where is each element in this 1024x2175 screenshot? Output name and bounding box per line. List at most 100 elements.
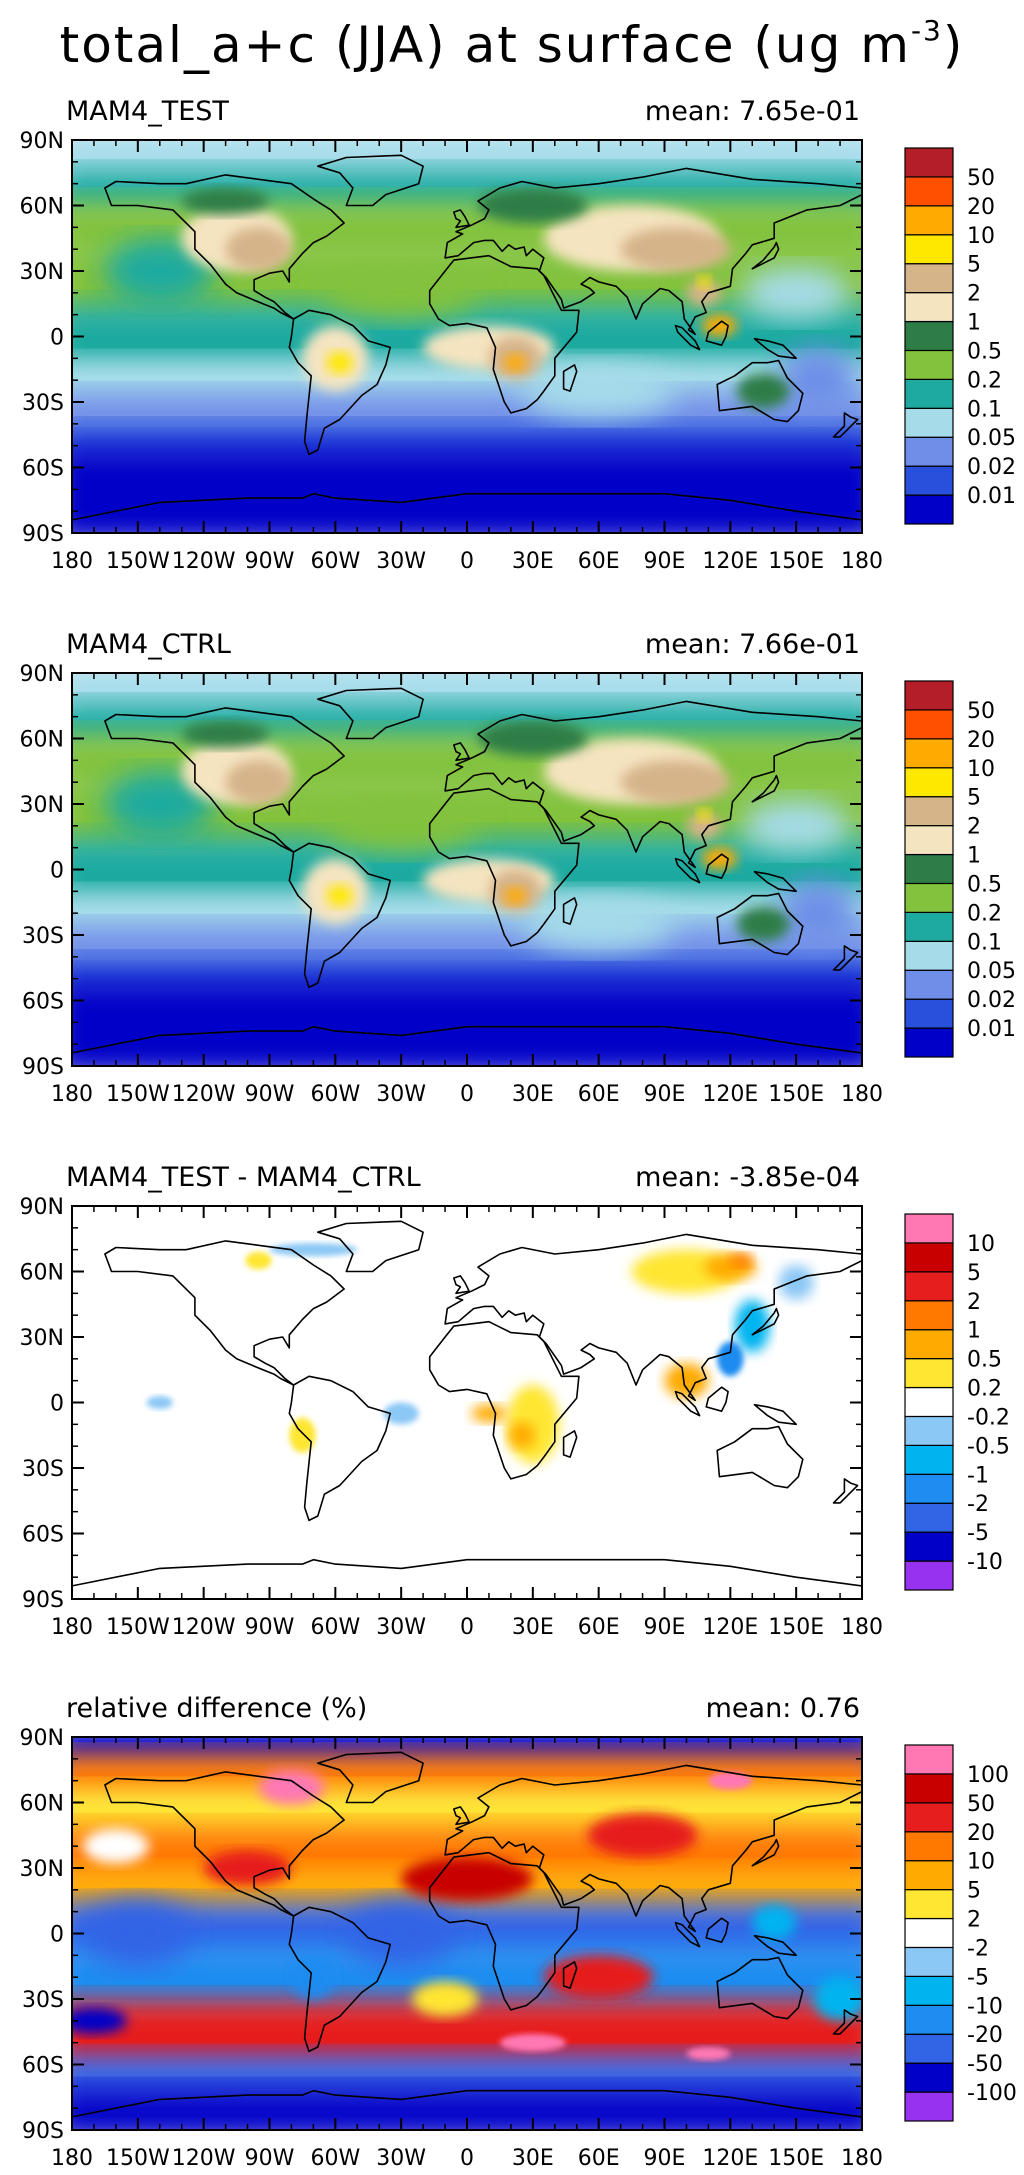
coastline-australia	[716, 359, 804, 423]
field-patch	[664, 1363, 709, 1399]
colorbar-swatch	[904, 1946, 954, 1977]
coastline-newguinea	[753, 337, 797, 360]
coastline-eurasia	[444, 1233, 862, 1402]
field-patch	[620, 760, 731, 805]
panel-rel: relative difference (%) mean: 0.76 90N 60N 3…	[20, 1693, 1017, 2171]
colorbar-swatch	[904, 2033, 954, 2064]
coastline-australia	[716, 1956, 804, 2020]
colorbar-swatch	[904, 1802, 954, 1833]
lat-label: 90N	[20, 662, 64, 687]
colorbar-swatch	[904, 378, 954, 409]
field-patch	[477, 188, 588, 223]
colorbar-swatch	[904, 1329, 954, 1360]
coastline-namerica	[104, 1771, 345, 1917]
colorbar-swatch	[904, 825, 954, 856]
coastline-sumatra	[674, 857, 701, 884]
lon-label: 90E	[644, 1615, 686, 1640]
colorbar-swatch	[904, 1271, 954, 1302]
lat-label: 0	[50, 326, 64, 351]
colorbar-label: 2	[967, 815, 981, 840]
field-patch	[269, 1243, 358, 1257]
field-patch	[752, 1905, 797, 1941]
field-band	[72, 1206, 862, 1599]
coastline-borneo	[705, 1917, 729, 1943]
colorbar-swatch	[904, 767, 954, 798]
colorbar-label: 0.05	[967, 959, 1016, 984]
map-field	[72, 1737, 862, 2130]
lat-label: 60S	[22, 457, 64, 482]
colorbar-label: 10	[967, 757, 995, 782]
lon-label: 60W	[310, 549, 360, 574]
field-patch	[778, 880, 858, 946]
lon-label: 150W	[106, 549, 170, 574]
colorbar-swatch	[904, 853, 954, 885]
colorbar-label: -10	[967, 1994, 1003, 2019]
lat-label: 30N	[20, 1326, 64, 1351]
colorbar-label: 0.01	[967, 484, 1016, 509]
coastline-japan	[751, 1838, 780, 1867]
colorbar-swatch	[904, 1473, 954, 1504]
colorbar-label: -2	[967, 1936, 989, 1961]
coastline-britain	[453, 742, 470, 762]
colorbar-label: -5	[967, 1521, 989, 1546]
colorbar-swatch	[904, 1300, 954, 1331]
coastline-newzealand	[832, 412, 859, 438]
colorbar-label: 1	[967, 311, 981, 336]
field-patch	[521, 897, 676, 951]
panel-mean: mean: 0.76	[706, 1693, 860, 1724]
lon-label: 60E	[578, 1615, 620, 1640]
colorbar-swatch	[904, 1560, 954, 1591]
colorbar-swatch	[904, 940, 954, 971]
colorbar-swatch	[904, 292, 954, 323]
lon-label: 30W	[376, 2146, 426, 2171]
colorbar-swatch	[904, 969, 954, 1000]
lon-label: 90W	[245, 2146, 295, 2171]
coastline-samerica	[288, 1375, 391, 1522]
panel-diff: MAM4_TEST - MAM4_CTRL mean: -3.85e-04 90N 6…	[20, 1162, 1010, 1640]
coastline-japan	[751, 774, 780, 803]
colorbar-label: 1	[967, 844, 981, 869]
field-patch	[697, 808, 711, 822]
map-field	[72, 140, 862, 533]
colorbar-label: -5	[967, 1965, 989, 1990]
field-patch	[289, 1417, 316, 1453]
lat-label: 30N	[20, 1857, 64, 1882]
lon-label: 60E	[578, 549, 620, 574]
coastline-madagascar	[562, 1961, 578, 1989]
field-patch	[324, 266, 478, 320]
field-patch	[72, 2007, 127, 2034]
map-field	[72, 1206, 862, 1599]
coastline-australia	[716, 1425, 804, 1489]
coastline-namerica	[104, 1240, 345, 1386]
field-patch	[104, 771, 215, 837]
field-patch	[506, 1385, 560, 1464]
colorbar-swatch	[904, 911, 954, 942]
field-patch	[225, 227, 292, 271]
lat-label: 60N	[20, 1261, 64, 1286]
field-patch	[383, 1402, 419, 1425]
lat-label: 60N	[20, 195, 64, 220]
colorbar-label: 1	[967, 1319, 981, 1344]
field-patch	[499, 2033, 566, 2052]
colorbar-swatch	[904, 738, 954, 769]
colorbar-swatch	[904, 263, 954, 294]
colorbar-swatch	[904, 1831, 954, 1862]
coastline-japan	[751, 1307, 780, 1336]
coastline-madagascar	[562, 364, 578, 392]
colorbar-label: 5	[967, 1261, 981, 1286]
field-patch	[477, 721, 588, 756]
field-band	[72, 2087, 862, 2130]
colorbar-swatch	[904, 1889, 954, 1920]
lon-label: 150W	[106, 1615, 170, 1640]
field-patch	[412, 1981, 478, 2017]
lon-label: 150E	[768, 549, 824, 574]
coastline-britain	[453, 1275, 470, 1295]
lon-label: 120E	[702, 1615, 758, 1640]
field-patch	[701, 847, 737, 870]
colorbar-label: 100	[967, 1763, 1009, 1788]
colorbar-label: 5	[967, 1879, 981, 1904]
colorbar-swatch	[904, 2004, 954, 2035]
field-patch	[620, 227, 731, 271]
lon-label: 150W	[106, 1082, 170, 1107]
field-patch	[708, 1771, 753, 1790]
